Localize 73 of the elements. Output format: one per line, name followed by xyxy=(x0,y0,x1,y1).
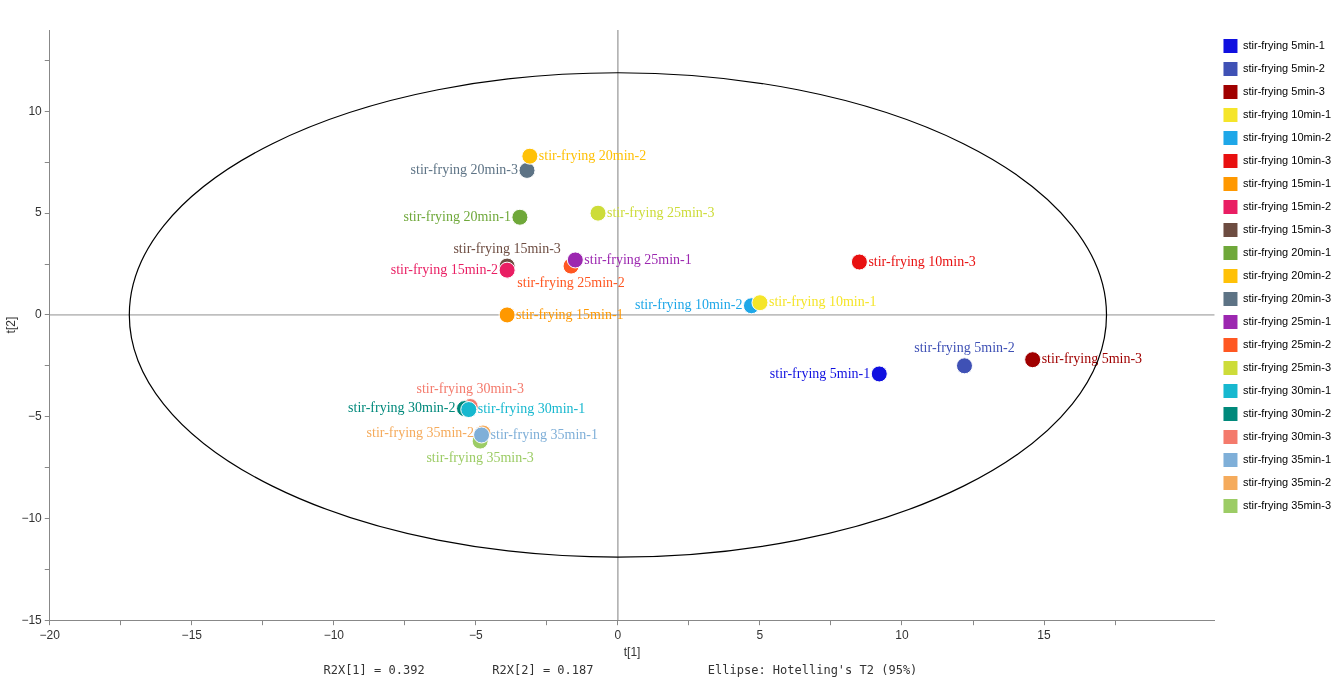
y-tick-label: −5 xyxy=(28,409,43,423)
legend-label: stir-frying 35min-1 xyxy=(1242,453,1332,466)
point xyxy=(870,365,888,383)
y-tick-label: −10 xyxy=(21,510,43,525)
legend-label: stir-frying 15min-2 xyxy=(1242,200,1332,213)
text: stir-frying 35min-3 xyxy=(426,449,534,465)
point xyxy=(498,306,516,324)
text: stir-frying 25min-2 xyxy=(517,274,625,290)
text: stir-frying 15min-1 xyxy=(516,306,624,322)
text: stir-frying 20min-3 xyxy=(410,162,519,178)
text: stir-frying 10min-3 xyxy=(868,253,976,269)
legend-label: stir-frying 15min-3 xyxy=(1242,223,1332,236)
point xyxy=(955,357,973,375)
legend-label: stir-frying 30min-1 xyxy=(1242,384,1332,397)
text: stir-frying 30min-3 xyxy=(416,381,524,397)
legend-label: stir-frying 25min-3 xyxy=(1242,361,1332,374)
x-tick-label: 0 xyxy=(614,627,622,642)
text: stir-frying 25min-3 xyxy=(607,204,715,220)
y-tick-label: −15 xyxy=(21,612,43,627)
text: stir-frying 25min-1 xyxy=(584,251,692,267)
text: stir-frying 10min-2 xyxy=(634,297,743,313)
x-tick-label: −5 xyxy=(469,627,484,642)
legend-label: stir-frying 10min-2 xyxy=(1242,131,1332,144)
legend-label: stir-frying 5min-1 xyxy=(1242,39,1325,52)
text: stir-frying 5min-2 xyxy=(914,340,1015,356)
x-tick-label: 10 xyxy=(895,627,909,642)
x-tick-label: 15 xyxy=(1037,627,1052,642)
legend-label: stir-frying 15min-1 xyxy=(1242,177,1332,190)
point xyxy=(511,208,529,226)
x-tick-label: −10 xyxy=(323,627,345,642)
legend-label: stir-frying 10min-3 xyxy=(1242,154,1332,167)
x-tick-label: −20 xyxy=(39,627,61,642)
legend-label: stir-frying 35min-3 xyxy=(1242,499,1332,512)
point xyxy=(751,294,769,312)
legend-label: stir-frying 10min-1 xyxy=(1242,108,1332,121)
text: stir-frying 20min-2 xyxy=(538,147,647,163)
text: R2X[2] = 0.187 xyxy=(492,663,594,677)
text: Ellipse: Hotelling's T2 (95%) xyxy=(707,663,918,677)
text: stir-frying 20min-1 xyxy=(403,208,511,224)
text: stir-frying 30min-2 xyxy=(348,400,456,416)
point xyxy=(850,253,868,271)
legend-label: stir-frying 20min-3 xyxy=(1242,292,1332,305)
text: stir-frying 15min-3 xyxy=(453,240,561,256)
legend-label: stir-frying 5min-3 xyxy=(1242,85,1325,98)
point xyxy=(566,251,584,269)
x-axis-title: t[1] xyxy=(623,645,641,660)
point xyxy=(589,204,607,222)
text: R2X[1] = 0.392 xyxy=(323,663,425,677)
text: stir-frying 30min-1 xyxy=(477,401,586,417)
point xyxy=(498,261,516,279)
legend-label: stir-frying 30min-2 xyxy=(1242,407,1332,420)
legend-label: stir-frying 5min-2 xyxy=(1242,62,1325,75)
y-axis-title: t[2] xyxy=(3,316,18,334)
legend-label: stir-frying 30min-3 xyxy=(1242,430,1332,443)
y-tick-label: 5 xyxy=(35,205,43,220)
text: stir-frying 35min-2 xyxy=(366,424,474,440)
text: stir-frying 5min-1 xyxy=(769,365,871,381)
legend-label: stir-frying 20min-2 xyxy=(1242,269,1332,282)
point xyxy=(518,161,536,179)
legend-label: stir-frying 25min-1 xyxy=(1242,315,1332,328)
text: stir-frying 10min-1 xyxy=(768,294,877,310)
point xyxy=(521,147,539,165)
text: stir-frying 15min-2 xyxy=(390,261,499,277)
y-tick-label: 10 xyxy=(28,103,43,118)
x-tick-label: −15 xyxy=(181,627,203,642)
text: stir-frying 5min-3 xyxy=(1041,351,1143,367)
y-tick-label: 0 xyxy=(35,307,43,322)
legend-label: stir-frying 25min-2 xyxy=(1242,338,1332,351)
legend-label: stir-frying 20min-1 xyxy=(1242,246,1332,259)
point xyxy=(1024,351,1042,369)
legend-label: stir-frying 35min-2 xyxy=(1242,476,1332,489)
x-tick-label: 5 xyxy=(756,627,764,642)
text: stir-frying 35min-1 xyxy=(490,426,598,442)
